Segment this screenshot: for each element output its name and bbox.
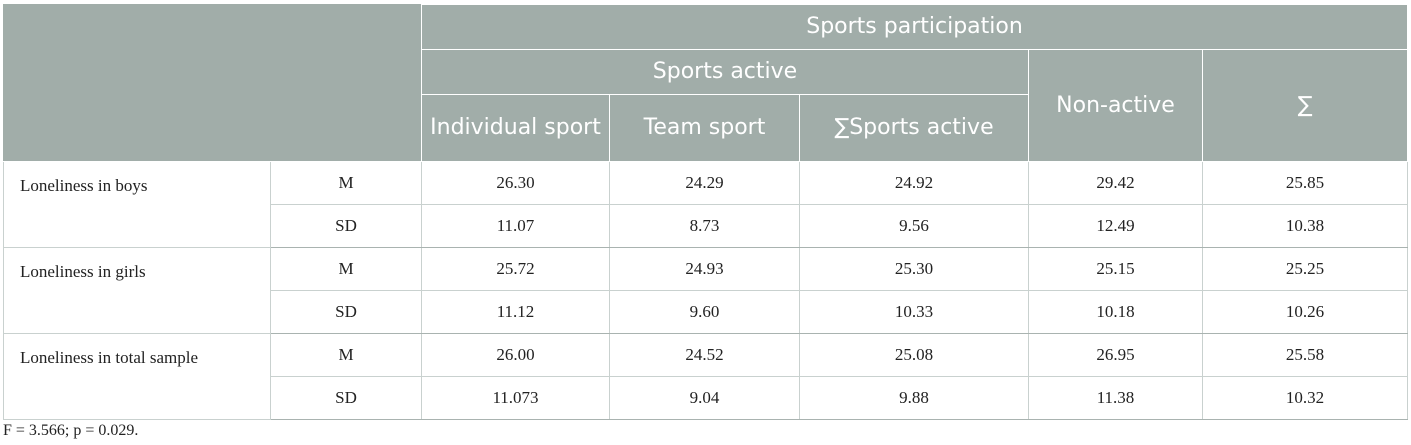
table-header: Sports participation Sports active Non-a… — [3, 4, 1409, 162]
stat-label: SD — [270, 290, 422, 334]
header-sports-active: Sports active — [421, 49, 1029, 95]
table-row: SD 11.07 8.73 9.56 12.49 10.38 — [4, 204, 1409, 248]
header-team-sport: Team sport — [609, 94, 800, 162]
value-cell: 25.08 — [799, 333, 1029, 377]
value-cell: 24.29 — [609, 161, 800, 205]
stat-label: SD — [270, 376, 422, 420]
row-group-label: Loneliness in girls — [3, 247, 271, 334]
value-cell: 10.26 — [1201, 290, 1409, 334]
value-cell: 25.15 — [1028, 247, 1203, 291]
header-sports-participation: Sports participation — [420, 4, 1409, 50]
table-body: Loneliness in boys M 26.30 24.29 24.92 29.42 2… — [3, 161, 1409, 420]
loneliness-sports-table: Sports participation Sports active Non-a… — [3, 4, 1409, 420]
stat-label: M — [270, 333, 422, 377]
stat-label: M — [270, 247, 422, 291]
row-group-label: Loneliness in boys — [3, 161, 271, 248]
value-cell: 12.49 — [1028, 204, 1203, 248]
value-cell: 9.60 — [609, 290, 800, 334]
value-cell: 24.92 — [799, 161, 1029, 205]
stat-label: SD — [270, 204, 422, 248]
table-row: Loneliness in girls M 25.72 24.93 25.30 25.15… — [3, 247, 1409, 334]
value-cell: 10.33 — [799, 290, 1029, 334]
value-cell: 9.04 — [609, 376, 800, 420]
value-cell: 11.07 — [421, 204, 610, 248]
value-cell: 10.18 — [1028, 290, 1203, 334]
value-cell: 29.42 — [1028, 161, 1203, 205]
value-cell: 25.72 — [421, 247, 610, 291]
value-cell: 8.73 — [609, 204, 800, 248]
value-cell: 26.30 — [421, 161, 610, 205]
table-row: Loneliness in boys M 26.30 24.29 24.92 29.42 2… — [3, 161, 1409, 248]
header-individual-sport: Individual sport — [421, 94, 610, 162]
value-cell: 24.93 — [609, 247, 800, 291]
header-non-active: Non-active — [1028, 49, 1203, 162]
value-cell: 10.38 — [1201, 204, 1409, 248]
header-blank-cell — [3, 4, 422, 162]
value-cell: 11.38 — [1028, 376, 1203, 420]
header-sum: ∑ — [1201, 49, 1409, 162]
value-cell: 24.52 — [609, 333, 800, 377]
header-sum-sports-active: ∑Sports active — [799, 94, 1029, 162]
table-row: Loneliness in total sample M 26.00 24.52 25.… — [3, 333, 1409, 420]
table-footnote: F = 3.566; p = 0.029. — [3, 422, 139, 439]
value-cell: 25.58 — [1201, 333, 1409, 377]
value-cell: 11.12 — [421, 290, 610, 334]
value-cell: 9.88 — [799, 376, 1029, 420]
value-cell: 9.56 — [799, 204, 1029, 248]
value-cell: 26.95 — [1028, 333, 1203, 377]
row-group-label: Loneliness in total sample — [3, 333, 271, 420]
value-cell: 10.32 — [1201, 376, 1409, 420]
table-row: SD 11.12 9.60 10.33 10.18 10.26 — [4, 290, 1409, 334]
table-row: SD 11.073 9.04 9.88 11.38 10.32 — [4, 376, 1409, 420]
data-table-container: Sports participation Sports active Non-a… — [3, 4, 1409, 420]
stat-label: M — [270, 161, 422, 205]
value-cell: 11.073 — [421, 376, 610, 420]
value-cell: 25.25 — [1201, 247, 1409, 291]
value-cell: 25.30 — [799, 247, 1029, 291]
value-cell: 26.00 — [421, 333, 610, 377]
value-cell: 25.85 — [1201, 161, 1409, 205]
